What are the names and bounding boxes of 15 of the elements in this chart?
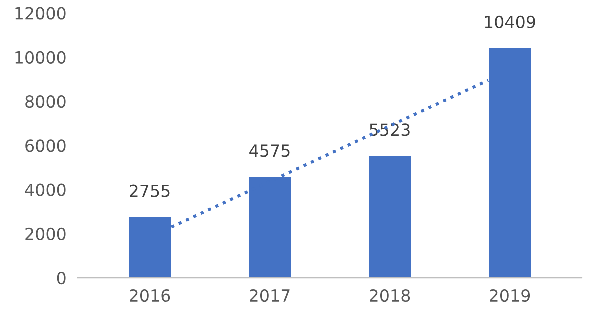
y-tick-label: 10000 [16,51,66,64]
bar [369,156,411,278]
y-tick-label: 4000 [25,184,66,196]
x-tick-label: 2017 [250,289,290,302]
y-tick-label: 2000 [26,228,66,240]
y-tick-label: 12000 [16,7,66,20]
y-tick-label: 6000 [26,140,66,152]
x-tick-label: 2019 [490,289,530,302]
y-tick-label: 0 [57,272,66,285]
x-tick-label: 2016 [130,289,170,302]
x-tick-label: 2018 [370,289,410,302]
data-label: 2755 [130,184,170,198]
data-label: 10409 [485,16,536,28]
y-tick-label: 8000 [26,95,66,108]
data-label: 4575 [250,144,290,158]
